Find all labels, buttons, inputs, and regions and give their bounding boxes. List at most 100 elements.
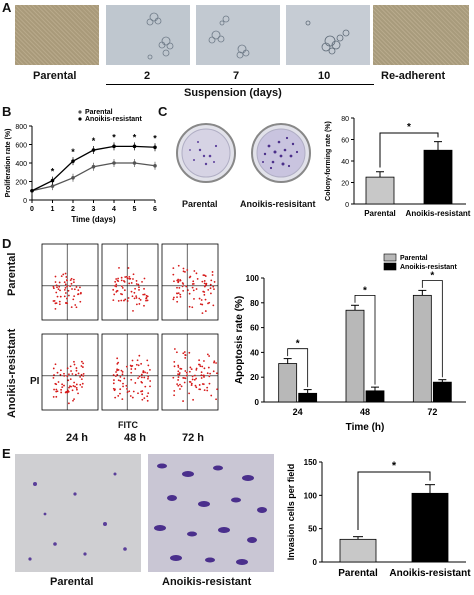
flow-event <box>178 372 181 374</box>
flow-event <box>73 363 76 366</box>
flow-event <box>135 283 138 285</box>
flow-event <box>207 288 210 291</box>
flow-event <box>213 288 215 291</box>
label-day2: 2 <box>144 70 151 82</box>
flow-event <box>112 288 115 291</box>
flow-event <box>112 299 115 301</box>
flow-event <box>147 375 150 378</box>
flow-event <box>176 292 179 295</box>
flow-event <box>179 279 182 282</box>
flow-event <box>176 286 178 289</box>
flow-event <box>120 299 123 302</box>
flow-event <box>59 373 62 376</box>
flow-event <box>179 293 182 296</box>
panel-letter-d: D <box>2 236 12 251</box>
b-legend-marker-0 <box>78 110 82 114</box>
flow-event <box>192 398 194 401</box>
flow-event <box>175 351 178 354</box>
flow-event <box>64 272 67 275</box>
flow-event <box>132 273 135 276</box>
flow-event <box>123 299 125 302</box>
d-category-label: 24 <box>293 407 303 417</box>
flow-event <box>210 292 212 295</box>
flow-event <box>77 372 80 375</box>
flow-event <box>117 300 120 302</box>
c-y-tick-label: 40 <box>341 159 349 166</box>
invasion-micrograph-anoikis <box>148 454 274 572</box>
flow-event <box>63 384 65 387</box>
flow-event <box>140 381 143 383</box>
flow-event <box>203 360 205 362</box>
flow-event <box>79 383 82 386</box>
flow-event <box>114 375 117 378</box>
flow-event <box>122 382 124 385</box>
flow-event <box>182 376 185 379</box>
flow-event <box>68 386 70 389</box>
flow-event <box>77 293 80 295</box>
flow-event <box>179 367 182 370</box>
flow-event <box>123 377 126 380</box>
flow-event <box>118 266 120 269</box>
flow-event <box>188 351 191 354</box>
flow-event <box>70 277 73 280</box>
flow-event <box>54 275 57 278</box>
panel-letter-e: E <box>2 446 11 461</box>
flow-event <box>201 303 204 306</box>
flow-event <box>140 362 143 365</box>
flow-event <box>203 293 206 296</box>
flow-event <box>179 296 182 298</box>
flow-event <box>187 289 189 292</box>
flow-event <box>140 376 143 379</box>
flow-event <box>113 379 115 381</box>
flow-event <box>132 309 134 312</box>
flow-event <box>66 391 69 394</box>
flow-event <box>130 378 133 381</box>
flow-event <box>193 298 195 300</box>
flow-event <box>65 276 68 278</box>
flow-plot-frame <box>161 333 219 411</box>
flow-event <box>74 304 77 306</box>
c-y-tick-label: 20 <box>341 181 349 188</box>
flow-event <box>52 376 55 379</box>
d-y-tick-label: 20 <box>250 373 259 382</box>
flow-event <box>208 355 211 357</box>
flow-event <box>182 400 184 402</box>
flow-event <box>215 398 217 401</box>
flow-event <box>209 372 212 375</box>
invasion-bar-chart: 0 50 100 150 Invasion cells per field Parenta… <box>286 458 471 579</box>
flow-event <box>73 295 76 298</box>
flow-event <box>145 297 148 300</box>
flow-event <box>116 373 119 376</box>
flow-event <box>134 287 136 290</box>
flow-event <box>70 306 73 309</box>
flow-event <box>119 388 122 391</box>
flow-event <box>60 391 63 394</box>
flow-event <box>114 280 117 283</box>
flow-event <box>203 367 206 370</box>
flow-event <box>209 283 212 286</box>
flow-event <box>147 377 149 380</box>
flow-event <box>182 290 185 292</box>
flow-event <box>203 291 206 293</box>
flow-event <box>206 389 209 392</box>
flow-event <box>213 281 216 283</box>
d-category-label: 72 <box>427 407 437 417</box>
flow-event <box>53 388 55 391</box>
flow-event <box>188 292 191 295</box>
flow-event <box>121 373 124 376</box>
flow-event <box>54 307 57 310</box>
flow-event <box>117 379 120 382</box>
flow-event <box>200 299 203 301</box>
flow-event <box>130 282 133 284</box>
panel-letter-b: B <box>2 104 12 119</box>
flow-event <box>143 293 146 296</box>
c-category-label: Anoikis-resistant <box>406 209 471 218</box>
flow-event <box>177 364 180 367</box>
flow-event <box>66 367 69 370</box>
flow-event <box>207 302 209 305</box>
flow-event <box>190 384 193 386</box>
flow-event <box>206 372 209 375</box>
b-y-tick-label: 600 <box>15 143 27 150</box>
flow-row-label-anoikis: Anoikis-resistant <box>6 328 18 418</box>
b-x-tick-label: 3 <box>92 206 96 213</box>
